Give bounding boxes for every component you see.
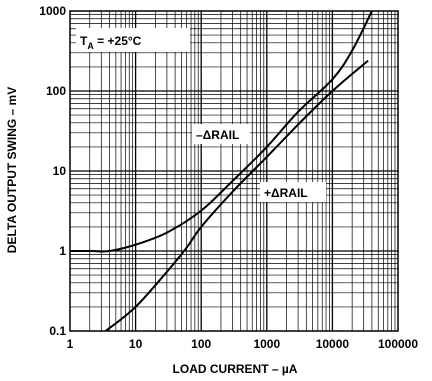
x-tick-label: 1000 xyxy=(253,337,280,351)
condition-label-main: T xyxy=(80,34,88,48)
y-tick-label: 10 xyxy=(53,164,67,178)
x-tick-label: 10000 xyxy=(316,337,350,351)
condition-label: TA = +25°C xyxy=(80,34,142,51)
y-axis-title: DELTA OUTPUT SWING – mV xyxy=(5,87,19,253)
y-tick-label: 100 xyxy=(46,84,66,98)
y-tick-label: 1 xyxy=(59,244,66,258)
series-label-plus-rail: +ΔRAIL xyxy=(264,186,308,200)
x-tick-label: 100000 xyxy=(378,337,418,351)
x-tick-labels: 1 10 100 1000 10000 100000 xyxy=(67,337,419,351)
series-label-box-minus-rail xyxy=(192,124,250,144)
y-tick-label: 1000 xyxy=(39,4,66,18)
x-tick-label: 10 xyxy=(129,337,143,351)
grid xyxy=(70,11,398,331)
plot-frame xyxy=(69,10,399,332)
x-tick-label: 1 xyxy=(67,337,74,351)
y-tick-label: 0.1 xyxy=(49,324,66,338)
condition-label-box xyxy=(76,28,190,52)
y-tick-labels: 0.1 1 10 100 1000 xyxy=(39,4,66,338)
series-label-box-plus-rail xyxy=(260,182,326,202)
series-label-minus-rail: –ΔRAIL xyxy=(196,128,239,142)
x-axis-title: LOAD CURRENT – µA xyxy=(173,362,298,376)
x-tick-label: 100 xyxy=(191,337,211,351)
curves xyxy=(70,10,373,332)
condition-label-sub: A xyxy=(87,41,94,51)
condition-label-rest: = +25°C xyxy=(94,34,142,48)
series-line-minus-rail xyxy=(70,10,373,253)
series-line-plus-rail xyxy=(105,59,369,332)
